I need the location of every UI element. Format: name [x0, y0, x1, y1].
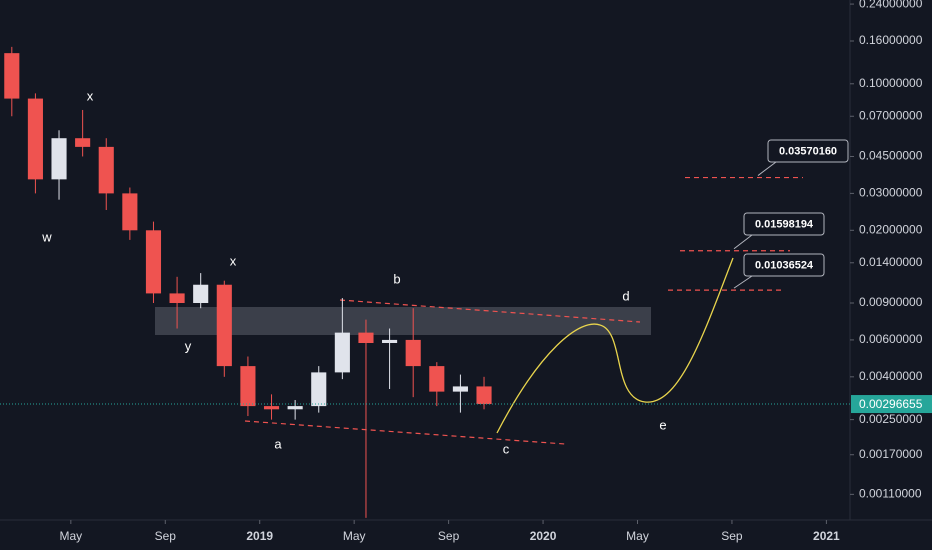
x-tick-label: May: [343, 529, 366, 543]
y-tick-label: 0.10000000: [859, 76, 923, 90]
y-tick-label: 0.00600000: [859, 332, 923, 346]
callout-box: [743, 212, 825, 236]
candle-body: [193, 284, 209, 304]
candle-body: [98, 146, 114, 194]
callout-label: 0.01598194: [755, 218, 814, 230]
x-tick-label: Sep: [721, 529, 743, 543]
x-tick-label: 2019: [246, 529, 273, 543]
wave-label: y: [185, 338, 192, 353]
x-tick-label: Sep: [438, 529, 460, 543]
wave-label: x: [87, 88, 94, 103]
candle-body: [405, 339, 421, 367]
candle-body: [51, 138, 67, 180]
last-price-badge: [851, 395, 932, 414]
callout-pointer: [757, 161, 777, 176]
x-tick-label: May: [59, 529, 82, 543]
y-tick-label: 0.00250000: [859, 412, 923, 426]
y-tick-label: 0.00170000: [859, 447, 923, 461]
y-tick-label: 0.00400000: [859, 369, 923, 383]
last-price-label: 0.00296655: [859, 397, 923, 411]
callout-label: 0.03570160: [779, 145, 837, 157]
resistance-zone: [155, 307, 651, 335]
y-tick-label: 0.02000000: [859, 222, 923, 236]
callout-pointer: [733, 275, 753, 289]
y-tick-label: 0.00110000: [859, 487, 922, 501]
y-tick-label: 0.00900000: [859, 295, 923, 309]
callout-box: [743, 253, 825, 277]
candle-body: [169, 293, 185, 304]
candle-body: [75, 138, 91, 147]
wave-label: d: [622, 288, 629, 303]
x-tick-label: 2020: [530, 529, 557, 543]
wave-label: b: [393, 271, 400, 286]
y-tick-label: 0.16000000: [859, 33, 923, 47]
candle-body: [240, 366, 256, 407]
candle-body: [287, 406, 303, 410]
candle-body: [429, 366, 445, 392]
wave-label: e: [659, 417, 666, 432]
candle-body: [476, 386, 492, 405]
wave-label: x: [230, 253, 237, 268]
y-tick-label: 0.07000000: [859, 108, 923, 122]
y-tick-label: 0.24000000: [859, 0, 923, 10]
callout-box: [767, 139, 849, 163]
candle-body: [452, 386, 468, 392]
x-tick-label: 2021: [813, 529, 840, 543]
candle-body: [382, 339, 398, 344]
candle-body: [334, 332, 350, 373]
x-tick-label: Sep: [155, 529, 177, 543]
wave-label: a: [274, 436, 282, 451]
candle-body: [358, 332, 374, 344]
projection-path: [496, 257, 734, 434]
callout-pointer: [733, 234, 753, 250]
candle-body: [145, 230, 162, 294]
x-tick-label: May: [626, 529, 649, 543]
candle-body: [311, 372, 327, 407]
candle-body: [27, 98, 43, 180]
wave-label: c: [503, 441, 510, 456]
candle-body: [216, 284, 232, 367]
candle-body: [122, 193, 138, 231]
candle-body: [263, 406, 280, 410]
y-tick-label: 0.03000000: [859, 186, 923, 200]
candle-body: [4, 53, 20, 99]
callout-label: 0.01036524: [755, 259, 814, 271]
y-tick-label: 0.01400000: [859, 255, 923, 269]
y-tick-label: 0.04500000: [859, 149, 923, 163]
wave-label: w: [41, 229, 52, 244]
